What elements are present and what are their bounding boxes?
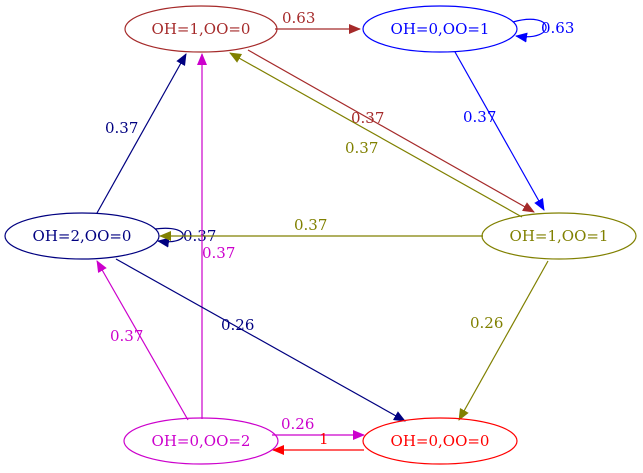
node-label-oh1-oo1: OH=1,OO=1 xyxy=(510,227,609,245)
edge-label-n01-self-loop: 0.63 xyxy=(541,19,574,37)
edge-n02-to-n20: 0.37 xyxy=(96,260,189,421)
edge-n11-to-n20: 0.37 xyxy=(159,216,483,241)
edge-n20-to-n10: 0.37 xyxy=(96,53,187,214)
node-oh1-oo0: OH=1,OO=0 xyxy=(124,5,278,53)
node-label-oh2-oo0: OH=2,OO=0 xyxy=(33,227,132,245)
edge-label-n10-to-n11: 0.37 xyxy=(351,109,384,127)
edge-label-n10-to-n01: 0.63 xyxy=(282,9,315,27)
node-label-oh0-oo0: OH=0,OO=0 xyxy=(391,432,490,450)
edge-n10-to-n11: 0.37 xyxy=(247,49,535,213)
edge-n11-to-n00: 0.26 xyxy=(458,260,549,421)
edge-n01-to-n11: 0.37 xyxy=(454,51,545,211)
edge-label-n20-to-n10: 0.37 xyxy=(105,119,138,137)
edge-n02-to-n00: 0.26 xyxy=(272,415,365,440)
node-oh2-oo0: OH=2,OO=0 xyxy=(4,212,160,260)
edge-label-n11-to-n00: 0.26 xyxy=(470,314,503,332)
edge-n20-to-n00: 0.26 xyxy=(115,258,406,422)
node-label-oh0-oo1: OH=0,OO=1 xyxy=(391,20,490,38)
edge-label-n02-to-n20: 0.37 xyxy=(110,327,143,345)
edge-label-n00-to-n02: 1 xyxy=(319,430,329,448)
node-oh1-oo1: OH=1,OO=1 xyxy=(481,212,637,260)
edge-n00-to-n02: 1 xyxy=(272,430,364,455)
node-label-oh0-oo2: OH=0,OO=2 xyxy=(152,432,251,450)
edge-n10-to-n01: 0.63 xyxy=(275,9,361,34)
node-oh0-oo1: OH=0,OO=1 xyxy=(362,5,518,53)
edge-label-n02-to-n10: 0.37 xyxy=(202,244,235,262)
node-oh0-oo2: OH=0,OO=2 xyxy=(123,417,279,465)
node-oh0-oo0: OH=0,OO=0 xyxy=(362,417,518,465)
edge-n11-to-n10: 0.37 xyxy=(229,52,523,218)
edge-label-n01-to-n11: 0.37 xyxy=(463,108,496,126)
edge-label-n02-to-n00: 0.26 xyxy=(281,415,314,433)
node-label-oh1-oo0: OH=1,OO=0 xyxy=(152,20,251,38)
edge-label-n20-to-n00: 0.26 xyxy=(221,316,254,334)
edge-label-n11-to-n20: 0.37 xyxy=(294,216,327,234)
edge-n02-to-n10: 0.37 xyxy=(197,53,235,419)
edge-label-n11-to-n10: 0.37 xyxy=(345,139,378,157)
edge-n01-self-loop: 0.63 xyxy=(512,18,574,43)
